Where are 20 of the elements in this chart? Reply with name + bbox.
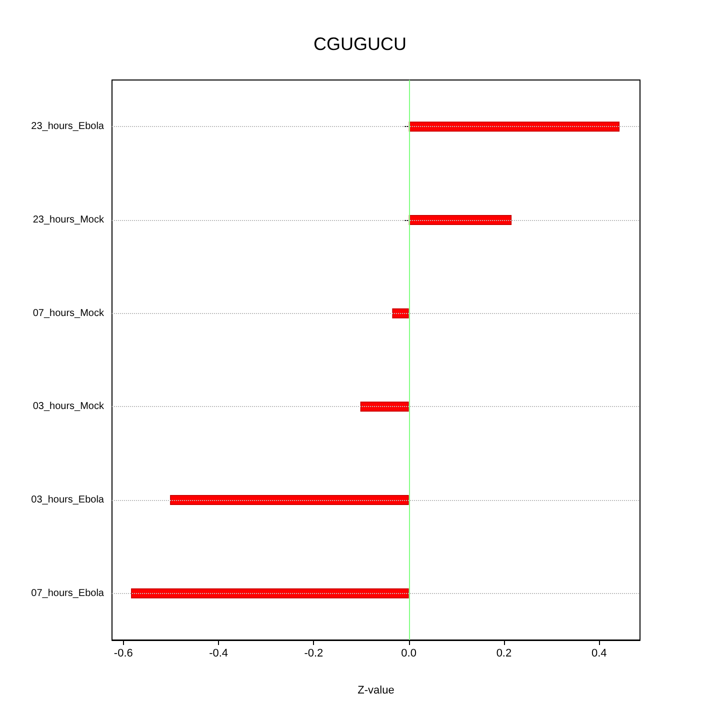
x-tick-label: 0.0 (401, 648, 416, 660)
x-tick-label: -0.4 (209, 648, 228, 660)
bar (131, 588, 409, 598)
x-axis-title: Z-value (358, 684, 394, 696)
y-tick-label: 03_hours_Ebola (31, 494, 104, 506)
y-tick-label: 23_hours_Mock (32, 214, 105, 226)
bar (408, 122, 620, 132)
bar (408, 215, 512, 225)
bar (360, 402, 409, 412)
y-tick-label: 07_hours_Ebola (31, 588, 104, 599)
chart-title: CGUGUCU (314, 34, 406, 54)
y-tick-label: 03_hours_Mock (32, 401, 105, 412)
x-tick-label: 0.2 (496, 648, 512, 660)
y-tick-label: 23_hours_Ebola (31, 121, 104, 132)
bar (170, 495, 409, 505)
x-tick-label: -0.2 (304, 648, 324, 660)
x-tick-label: 0.4 (591, 648, 607, 660)
x-tick-label: -0.6 (114, 648, 133, 660)
y-tick-label: 07_hours_Mock (32, 308, 105, 319)
bar (392, 308, 409, 318)
